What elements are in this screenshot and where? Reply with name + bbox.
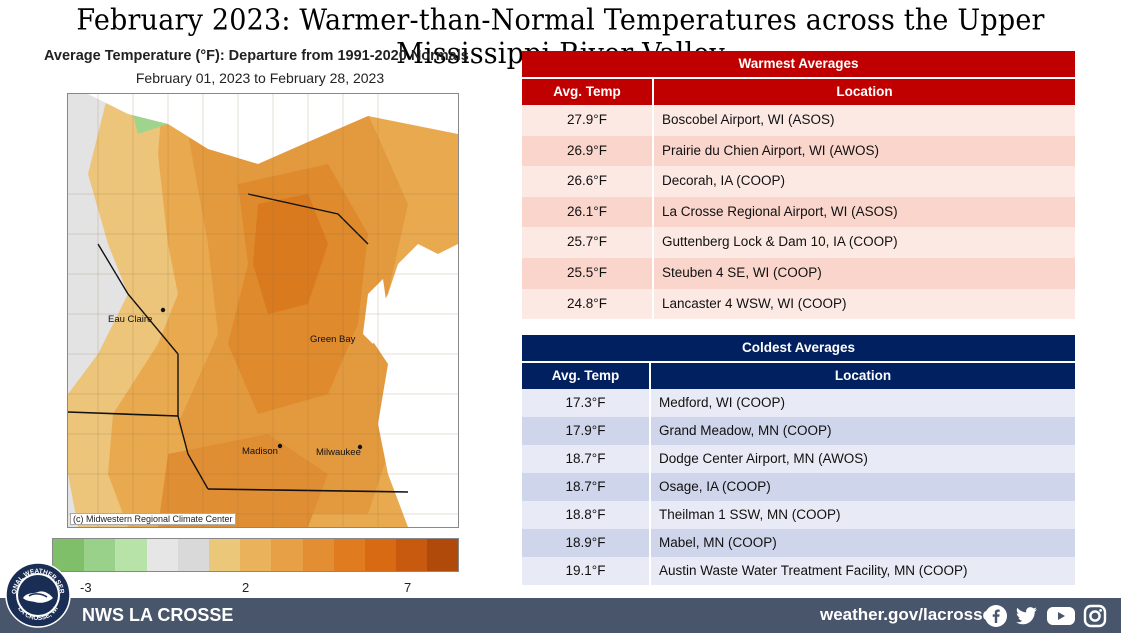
coldest-table: Coldest Averages Avg. Temp Location 17.3…: [522, 335, 1075, 585]
avg-temp-cell: 18.8°F: [522, 501, 651, 529]
legend-swatch: [396, 539, 428, 571]
table-row: 26.1°F La Crosse Regional Airport, WI (AS…: [522, 196, 1075, 228]
legend-swatch: [427, 539, 459, 571]
city-label-madison: Madison: [242, 446, 278, 457]
location-cell: Decorah, IA (COOP): [662, 173, 786, 189]
table-row: 17.9°F Grand Meadow, MN (COOP): [522, 417, 1075, 445]
youtube-icon[interactable]: [1046, 604, 1076, 628]
avg-temp-cell: 25.7°F: [522, 227, 654, 258]
facebook-icon[interactable]: [984, 604, 1008, 628]
location-cell: Osage, IA (COOP): [659, 479, 771, 494]
location-cell: Guttenberg Lock & Dam 10, IA (COOP): [662, 234, 898, 250]
table-row: 27.9°F Boscobel Airport, WI (ASOS): [522, 105, 1075, 136]
legend-swatch: [177, 539, 209, 571]
location-cell: Austin Waste Water Treatment Facility, M…: [659, 563, 968, 578]
location-cell: Theilman 1 SSW, MN (COOP): [659, 507, 841, 522]
table-row: 18.8°F Theilman 1 SSW, MN (COOP): [522, 501, 1075, 529]
office-name: NWS LA CROSSE: [82, 605, 234, 625]
table-row: 25.5°F Steuben 4 SE, WI (COOP): [522, 257, 1075, 289]
city-label-milwaukee: Milwaukee: [316, 447, 361, 458]
avg-temp-cell: 27.9°F: [522, 105, 654, 136]
warmest-title: Warmest Averages: [522, 51, 1075, 77]
legend-swatch: [208, 539, 241, 571]
avg-temp-cell: 18.9°F: [522, 529, 651, 557]
avg-temp-cell: 26.1°F: [522, 196, 654, 228]
location-cell: Boscobel Airport, WI (ASOS): [662, 112, 835, 127]
color-legend: [52, 538, 460, 572]
column-divider: [652, 79, 654, 105]
avg-temp-cell: 25.5°F: [522, 257, 654, 289]
table-row: 18.7°F Osage, IA (COOP): [522, 473, 1075, 501]
location-cell: Grand Meadow, MN (COOP): [659, 423, 832, 438]
map-graphic: [68, 94, 458, 527]
instagram-icon[interactable]: [1083, 604, 1107, 628]
coldest-col-location: Location: [834, 368, 892, 383]
avg-temp-cell: 19.1°F: [522, 557, 651, 585]
warmest-table: Warmest Averages Avg. Temp Location 27.9…: [522, 51, 1075, 320]
warmest-col-temp: Avg. Temp: [553, 84, 621, 99]
legend-swatch: [240, 539, 272, 571]
legend-swatch: [115, 539, 147, 571]
avg-temp-cell: 24.8°F: [522, 288, 654, 320]
legend-swatch: [302, 539, 334, 571]
avg-temp-cell: 17.9°F: [522, 417, 651, 445]
table-row: 18.9°F Mabel, MN (COOP): [522, 529, 1075, 557]
location-cell: Prairie du Chien Airport, WI (AWOS): [662, 142, 880, 158]
legend-swatch: [84, 539, 116, 571]
avg-temp-cell: 26.9°F: [522, 135, 654, 167]
coldest-col-temp: Avg. Temp: [551, 368, 620, 383]
legend-swatch: [53, 539, 85, 571]
temperature-departure-map: Eau Claire Green Bay Madison Milwaukee (…: [67, 93, 459, 528]
avg-temp-cell: 18.7°F: [522, 473, 651, 501]
website-link[interactable]: weather.gov/lacrosse: [820, 605, 992, 624]
nws-logo-icon: NATIONAL WEATHER SERVICE LA CROSSE, WI: [5, 562, 71, 628]
legend-swatch: [333, 539, 365, 571]
map-date-range: February 01, 2023 to February 28, 2023: [135, 70, 385, 86]
legend-swatch: [364, 539, 397, 571]
legend-label-mid: 2: [242, 580, 250, 595]
avg-temp-cell: 26.6°F: [522, 166, 654, 197]
table-row: 25.7°F Guttenberg Lock & Dam 10, IA (COOP…: [522, 227, 1075, 258]
avg-temp-cell: 18.7°F: [522, 445, 651, 473]
table-row: 24.8°F Lancaster 4 WSW, WI (COOP): [522, 288, 1075, 320]
location-cell: Medford, WI (COOP): [659, 395, 786, 410]
legend-label-max: 7: [404, 580, 412, 595]
legend-swatch: [271, 539, 303, 571]
legend-label-min: -3: [80, 580, 92, 595]
table-row: 18.7°F Dodge Center Airport, MN (AWOS): [522, 445, 1075, 473]
footer-bar: NWS LA CROSSE weather.gov/lacrosse: [0, 598, 1121, 633]
city-label-eau-claire: Eau Claire: [108, 314, 153, 325]
warmest-col-location: Location: [836, 84, 893, 99]
location-cell: Steuben 4 SE, WI (COOP): [662, 264, 822, 280]
coldest-rows: 17.3°F Medford, WI (COOP) 17.9°F Grand Mead…: [522, 389, 1075, 585]
avg-temp-cell: 17.3°F: [522, 389, 651, 417]
table-row: 19.1°F Austin Waste Water Treatment Facil…: [522, 557, 1075, 585]
coldest-column-header: Avg. Temp Location: [522, 363, 1075, 389]
location-cell: Mabel, MN (COOP): [659, 535, 777, 550]
location-cell: Dodge Center Airport, MN (AWOS): [659, 451, 868, 466]
column-divider: [649, 363, 651, 389]
location-cell: Lancaster 4 WSW, WI (COOP): [662, 295, 847, 311]
city-label-green-bay: Green Bay: [310, 334, 356, 345]
table-row: 17.3°F Medford, WI (COOP): [522, 389, 1075, 417]
location-cell: La Crosse Regional Airport, WI (ASOS): [662, 203, 898, 219]
map-credit: (c) Midwestern Regional Climate Center: [70, 513, 236, 525]
map-title: Average Temperature (°F): Departure from…: [44, 48, 469, 64]
table-row: 26.6°F Decorah, IA (COOP): [522, 166, 1075, 197]
warmest-column-header: Avg. Temp Location: [522, 79, 1075, 105]
warmest-rows: 27.9°F Boscobel Airport, WI (ASOS) 26.9°F P…: [522, 105, 1075, 320]
twitter-icon[interactable]: [1013, 604, 1039, 628]
table-row: 26.9°F Prairie du Chien Airport, WI (AWOS…: [522, 135, 1075, 167]
coldest-title: Coldest Averages: [522, 335, 1075, 361]
legend-swatch: [146, 539, 178, 571]
